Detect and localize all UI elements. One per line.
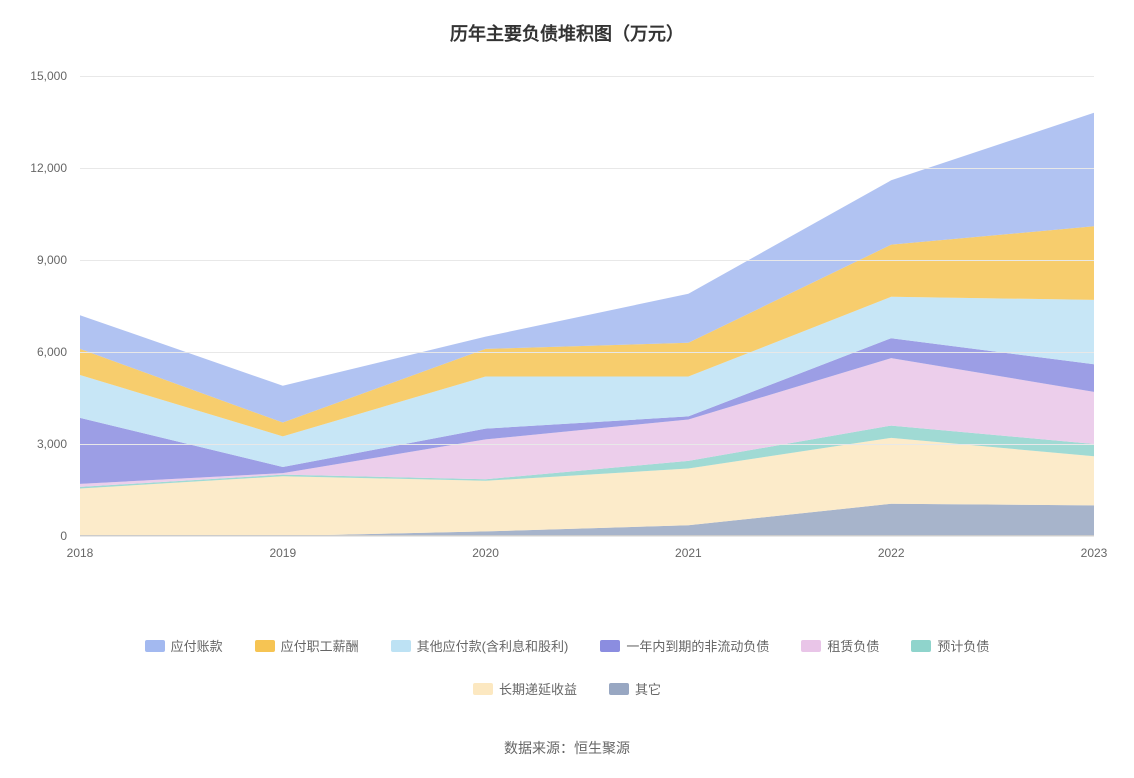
grid-line — [80, 260, 1094, 261]
legend-item[interactable]: 租赁负债 — [801, 636, 879, 655]
x-tick-label: 2019 — [269, 546, 296, 560]
x-tick-label: 2021 — [675, 546, 702, 560]
legend-swatch — [391, 640, 411, 652]
grid-line — [80, 352, 1094, 353]
legend-label: 应付账款 — [171, 636, 223, 655]
legend-label: 应付职工薪酬 — [281, 636, 359, 655]
legend-item[interactable]: 应付账款 — [145, 636, 223, 655]
legend-swatch — [609, 683, 629, 695]
legend-swatch — [255, 640, 275, 652]
y-axis: 03,0006,0009,00012,00015,000 — [20, 76, 75, 536]
grid-line — [80, 76, 1094, 77]
stacked-area-svg — [80, 76, 1094, 536]
x-tick-label: 2023 — [1081, 546, 1108, 560]
source-note: 数据来源：恒生聚源 — [20, 738, 1114, 758]
legend: 应付账款 应付职工薪酬 其他应付款(含利息和股利) 一年内到期的非流动负债 租赁负债 预计… — [20, 636, 1114, 698]
legend-item[interactable]: 其他应付款(含利息和股利) — [391, 636, 569, 655]
chart-title: 历年主要负债堆积图（万元） — [20, 20, 1114, 46]
legend-label: 其它 — [635, 679, 661, 698]
legend-swatch — [600, 640, 620, 652]
grid-line — [80, 168, 1094, 169]
y-tick-label: 6,000 — [17, 345, 67, 359]
x-axis: 201820192020202120222023 — [80, 536, 1094, 576]
x-tick-label: 2018 — [67, 546, 94, 560]
legend-item[interactable]: 其它 — [609, 679, 661, 698]
legend-swatch — [801, 640, 821, 652]
legend-label: 租赁负债 — [827, 636, 879, 655]
legend-swatch — [911, 640, 931, 652]
plot-area — [80, 76, 1094, 536]
legend-item[interactable]: 一年内到期的非流动负债 — [600, 636, 769, 655]
legend-swatch — [145, 640, 165, 652]
y-tick-label: 9,000 — [17, 253, 67, 267]
legend-label: 预计负债 — [937, 636, 989, 655]
grid-line — [80, 444, 1094, 445]
legend-item[interactable]: 长期递延收益 — [473, 679, 577, 698]
y-tick-label: 15,000 — [17, 69, 67, 83]
y-tick-label: 12,000 — [17, 161, 67, 175]
y-tick-label: 3,000 — [17, 437, 67, 451]
x-tick-label: 2022 — [878, 546, 905, 560]
chart-plot: 03,0006,0009,00012,00015,000 20182019202… — [80, 76, 1094, 576]
x-tick-label: 2020 — [472, 546, 499, 560]
chart-container: 历年主要负债堆积图（万元） 03,0006,0009,00012,00015,0… — [20, 20, 1114, 758]
legend-item[interactable]: 预计负债 — [911, 636, 989, 655]
legend-swatch — [473, 683, 493, 695]
legend-label: 长期递延收益 — [499, 679, 577, 698]
y-tick-label: 0 — [17, 529, 67, 543]
legend-label: 其他应付款(含利息和股利) — [417, 636, 569, 655]
legend-item[interactable]: 应付职工薪酬 — [255, 636, 359, 655]
legend-label: 一年内到期的非流动负债 — [626, 636, 769, 655]
